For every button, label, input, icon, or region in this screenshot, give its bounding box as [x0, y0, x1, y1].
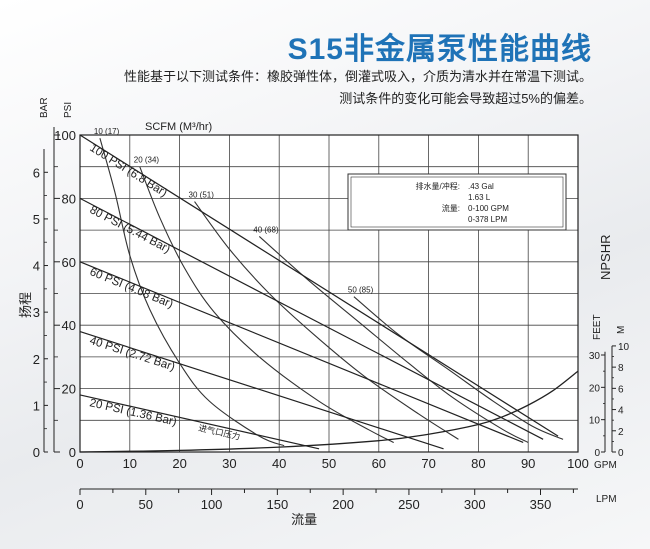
air-consumption-label: 50 (85) [348, 286, 374, 295]
bar-tick-label: 2 [33, 352, 40, 367]
lpm-tick-label: 300 [464, 497, 486, 512]
bar-tick-label: 3 [33, 305, 40, 320]
x-axis-title: 流量 [291, 512, 317, 527]
psi-unit-label: PSI [63, 102, 74, 118]
npshr-feet-tick-label: 20 [589, 383, 601, 394]
info-box-inner [350, 176, 564, 228]
npshr-m-unit: M [616, 326, 627, 334]
gpm-tick-label: 70 [421, 456, 435, 471]
pressure-line [79, 330, 444, 450]
psi-tick-label: 40 [62, 318, 76, 333]
pressure-line [79, 134, 559, 437]
info-displacement-value: 1.63 L [468, 193, 491, 202]
info-box [347, 173, 567, 231]
info-displacement-value: .43 Gal [468, 182, 494, 191]
bar-tick-label: 1 [33, 398, 40, 413]
air-consumption-label: 30 (51) [189, 191, 215, 200]
lpm-tick-label: 0 [76, 497, 83, 512]
gpm-tick-label: 60 [372, 456, 386, 471]
npshr-m-tick-label: 2 [618, 427, 624, 438]
pressure-line [79, 261, 524, 444]
air-consumption-label: 40 (68) [253, 225, 279, 234]
npshr-curve [79, 370, 579, 453]
npshr-feet-tick-label: 30 [589, 351, 601, 362]
lpm-tick-label: 50 [139, 497, 153, 512]
lpm-tick-label: 250 [398, 497, 420, 512]
subtitle-line-1: 性能基于以下测试条件：橡胶弹性体，倒灌式吸入，介质为清水并在常温下测试。 [123, 69, 592, 84]
npshr-m-tick-label: 4 [618, 406, 624, 417]
lpm-tick-label: 350 [530, 497, 552, 512]
npshr-feet-tick-label: 0 [594, 448, 600, 459]
info-displacement-label: 排水量/冲程: [416, 181, 460, 191]
bar-tick-label: 5 [33, 212, 40, 227]
lpm-tick-label: 200 [332, 497, 354, 512]
lpm-unit-label: LPM [596, 494, 617, 505]
gpm-tick-label: 40 [272, 456, 286, 471]
pressure-line [79, 197, 544, 440]
psi-tick-label: 60 [62, 255, 76, 270]
plot-border [79, 134, 579, 453]
air-consumption-curve [139, 166, 394, 443]
air-consumption-curve [353, 296, 564, 440]
air-consumption-curve [194, 201, 459, 440]
bar-tick-label: 6 [33, 165, 40, 180]
gpm-tick-label: 0 [76, 456, 83, 471]
lpm-tick-label: 100 [201, 497, 223, 512]
npshr-m-tick-label: 0 [618, 448, 624, 459]
lpm-tick-label: 150 [267, 497, 289, 512]
npshr-feet-tick-label: 10 [589, 416, 601, 427]
info-flow-value: 0-100 GPM [468, 204, 509, 213]
bar-unit-label: BAR [39, 97, 50, 118]
subtitle-line-2: 测试条件的变化可能会导致超过5%的偏差。 [339, 91, 592, 106]
gpm-tick-label: 80 [471, 456, 485, 471]
air-consumption-curve [99, 138, 285, 447]
pressure-line [79, 394, 320, 450]
info-flow-value: 0-378 LPM [468, 215, 507, 224]
gpm-tick-label: 90 [521, 456, 535, 471]
bar-tick-label: 4 [33, 259, 40, 274]
page-title: S15非金属泵性能曲线 [287, 33, 592, 66]
air-consumption-label: 20 (34) [134, 156, 160, 165]
npshr-feet-unit: FEET [592, 314, 603, 340]
npshr-label: NPSHR [598, 234, 613, 280]
gpm-tick-label: 50 [322, 456, 336, 471]
gpm-tick-label: 20 [172, 456, 186, 471]
npshr-m-tick-label: 8 [618, 363, 624, 374]
psi-tick-label: 100 [54, 128, 76, 143]
gpm-tick-label: 10 [123, 456, 137, 471]
npshr-m-tick-label: 10 [618, 342, 630, 353]
gpm-tick-label: 100 [567, 456, 589, 471]
info-flow-label: 流量: [442, 203, 460, 213]
scfm-label: SCFM (M³/hr) [145, 121, 212, 133]
y-axis-title: 扬程 [18, 292, 33, 318]
air-consumption-label: 10 (17) [94, 127, 120, 136]
psi-tick-label: 0 [69, 445, 76, 460]
bar-tick-label: 0 [33, 445, 40, 460]
npshr-m-tick-label: 6 [618, 384, 624, 395]
series-layer [79, 134, 579, 453]
psi-tick-label: 80 [62, 191, 76, 206]
gpm-tick-label: 30 [222, 456, 236, 471]
gpm-unit-label: GPM [594, 460, 617, 471]
air-consumption-curve [258, 236, 529, 443]
psi-tick-label: 20 [62, 382, 76, 397]
